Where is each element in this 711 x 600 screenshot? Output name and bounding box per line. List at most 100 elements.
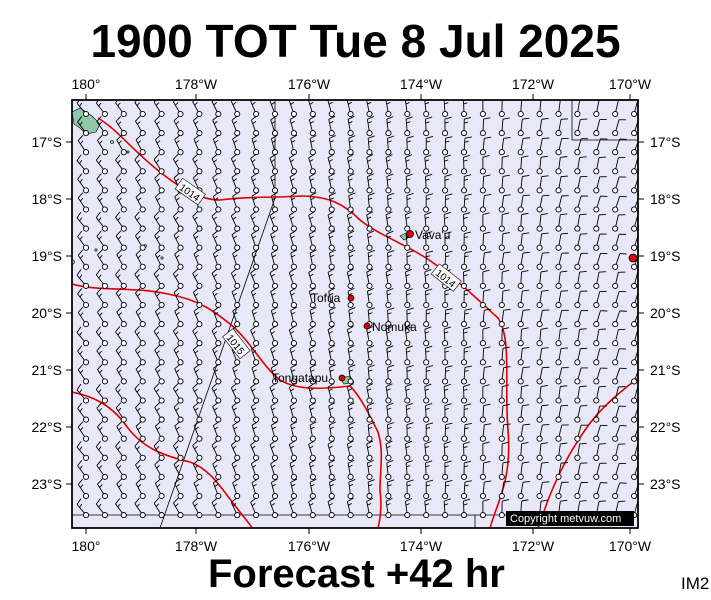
wind-barb-station [196, 168, 203, 175]
wind-barb-feather [406, 178, 411, 181]
wind-barb-feather [99, 197, 103, 202]
wind-barb-station [158, 130, 165, 137]
wind-barb-station [479, 359, 486, 366]
wind-barb-station [139, 512, 146, 519]
wind-barb-feather [309, 502, 314, 506]
wind-barb-feather [213, 503, 218, 507]
wind-barb-feather [502, 269, 510, 273]
wind-barb-station [442, 321, 449, 328]
wind-barb-feather [310, 235, 315, 239]
wind-barb-feather [348, 178, 353, 181]
wind-barb-feather [367, 293, 372, 296]
wind-barb-feather [463, 384, 471, 387]
wind-barb-feather [464, 427, 469, 430]
wind-barb-station [234, 187, 241, 194]
wind-barb-feather [176, 369, 180, 373]
wind-barb-feather [270, 459, 277, 464]
wind-barb-feather [347, 268, 354, 273]
wind-barb-station [139, 454, 146, 461]
wind-barb-station [574, 130, 581, 137]
wind-barb-station [498, 263, 505, 270]
wind-barb-station [101, 378, 108, 385]
wind-barb-station [423, 321, 430, 328]
wind-barb-feather [327, 497, 335, 502]
wind-barb-station [593, 340, 600, 347]
wind-barb-station [366, 206, 373, 213]
wind-barb-feather [134, 497, 140, 504]
wind-barb-station [460, 454, 468, 461]
wind-barb-station [82, 492, 90, 500]
wind-barb-feather [385, 383, 393, 388]
wind-barb-feather [77, 478, 84, 485]
wind-barb-feather [76, 441, 82, 448]
wind-barb-station [612, 130, 619, 137]
wind-barb-feather [118, 484, 122, 488]
wind-barb-feather [425, 460, 433, 464]
wind-barb-station [385, 416, 392, 423]
wind-barb-station [290, 110, 297, 118]
wind-barb-feather [97, 421, 103, 428]
wind-barb-station [423, 282, 430, 289]
wind-barb-feather [560, 404, 569, 407]
wind-barb-feather [290, 502, 295, 506]
wind-barb-station [309, 512, 316, 519]
wind-barb-station [517, 225, 524, 232]
wind-barb-feather [405, 383, 413, 388]
wind-barb-station [120, 301, 127, 309]
wind-barb-feather [153, 497, 160, 504]
wind-barb-feather [290, 464, 295, 468]
wind-barb-station [253, 454, 260, 461]
wind-barb-feather [327, 268, 335, 273]
wind-barb-feather [310, 120, 315, 124]
wind-barb-feather [117, 465, 122, 469]
wind-barb-feather [328, 345, 336, 350]
wind-barb-station [328, 282, 335, 289]
wind-barb-station [536, 397, 543, 404]
wind-barb-station [101, 435, 108, 442]
wind-barb-feather [272, 254, 277, 258]
wind-barb-station [442, 416, 449, 423]
wind-barb-feather [175, 464, 180, 469]
wind-barb-station [309, 340, 316, 347]
wind-barb-station [347, 206, 354, 213]
wind-barb-station [177, 512, 184, 519]
place-vavau: Vava'u [406, 228, 450, 242]
wind-barb-station [139, 225, 146, 232]
wind-barb-feather [252, 140, 257, 143]
wind-barb-feather [115, 498, 121, 505]
wind-barb-station [517, 492, 524, 500]
wind-barb-station [253, 282, 260, 289]
wind-barb-feather [118, 426, 122, 431]
wind-barb-feather [214, 369, 219, 373]
wind-barb-station [442, 454, 449, 461]
wind-barb-feather [444, 231, 452, 235]
wind-barb-feather [79, 160, 83, 164]
wind-barb-feather [156, 350, 160, 354]
place-marker [338, 374, 346, 382]
wind-barb-feather [194, 159, 198, 163]
wind-barb-station [498, 359, 505, 366]
wind-barb-station [574, 263, 581, 270]
wind-barb-station [631, 397, 638, 404]
wind-barb-feather [309, 459, 316, 464]
wind-barb-feather [77, 421, 84, 428]
wind-barb-feather [212, 172, 219, 178]
wind-barb-feather [194, 216, 198, 221]
wind-barb-feather [329, 178, 334, 181]
wind-barb-feather [252, 197, 257, 201]
svg-text:180°: 180° [72, 76, 101, 92]
svg-text:17°S: 17°S [31, 134, 62, 150]
wind-barb-feather [521, 155, 529, 158]
svg-text:174°W: 174°W [400, 76, 443, 92]
wind-barb-feather [619, 253, 627, 255]
wind-barb-station [593, 492, 600, 500]
wind-barb-station [101, 244, 108, 251]
wind-barb-feather [98, 236, 103, 240]
wind-barb-feather [522, 289, 530, 292]
wind-barb-station [139, 244, 146, 251]
wind-barb-feather [540, 213, 548, 216]
wind-barb-station [555, 110, 562, 118]
wind-barb-feather [233, 140, 238, 144]
wind-barb-feather [541, 404, 549, 407]
wind-barb-station [574, 492, 581, 500]
